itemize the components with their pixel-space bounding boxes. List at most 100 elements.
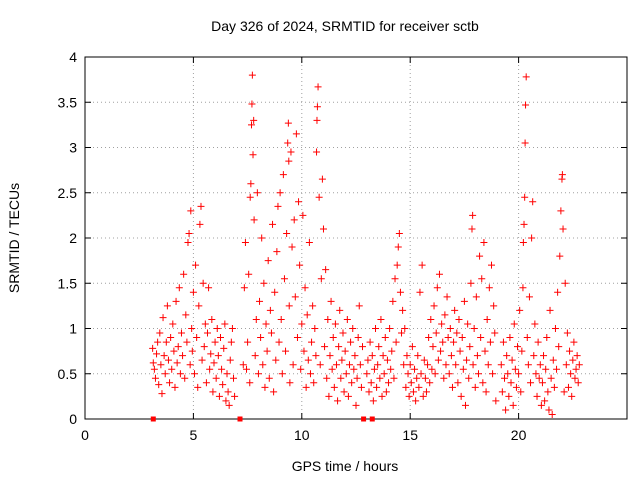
data-point (393, 261, 401, 269)
data-point (531, 320, 539, 328)
data-point (522, 73, 530, 81)
data-point (241, 239, 249, 247)
data-point (390, 374, 398, 382)
data-point (573, 352, 581, 360)
data-point (437, 347, 445, 355)
data-point (426, 379, 434, 387)
data-point (394, 243, 402, 251)
data-point (380, 370, 388, 378)
data-point (419, 392, 427, 400)
data-point (480, 239, 488, 247)
data-point (188, 325, 196, 332)
data-point (272, 356, 280, 364)
data-point (469, 211, 477, 219)
data-point (187, 207, 195, 215)
data-point (408, 343, 416, 351)
data-point (456, 347, 464, 355)
data-point (470, 325, 478, 332)
data-point (331, 320, 339, 328)
data-point (469, 361, 477, 369)
data-point (509, 401, 517, 409)
data-point (504, 370, 512, 378)
data-point (309, 302, 317, 310)
data-point (205, 284, 213, 292)
data-point (459, 365, 467, 373)
data-point (313, 103, 321, 111)
y-tick-label: 3 (69, 140, 77, 156)
data-point (483, 315, 491, 323)
data-point (203, 329, 211, 337)
data-point (192, 261, 200, 269)
data-point (439, 338, 447, 346)
data-point (164, 356, 172, 364)
data-point (562, 361, 570, 369)
data-point (416, 288, 424, 296)
data-point (248, 100, 256, 108)
data-point (154, 338, 162, 346)
data-point (398, 329, 406, 337)
data-point (490, 302, 498, 310)
data-point (174, 343, 182, 351)
y-tick-label: 4 (69, 49, 77, 65)
data-point (414, 352, 422, 360)
data-point (328, 365, 336, 373)
data-point (334, 397, 342, 405)
data-point (197, 202, 205, 210)
data-point (150, 365, 158, 373)
data-point (156, 329, 164, 337)
data-point (482, 388, 490, 396)
data-point (248, 121, 256, 129)
data-point (553, 365, 561, 373)
data-point (399, 306, 407, 314)
data-point (240, 284, 248, 292)
data-point (525, 293, 533, 301)
data-point (550, 383, 558, 391)
data-point (356, 361, 364, 369)
data-point (282, 347, 290, 355)
data-point (312, 352, 320, 360)
data-point (499, 338, 507, 346)
data-point (166, 379, 174, 387)
data-point (534, 338, 542, 346)
data-point (543, 334, 551, 342)
data-point (413, 374, 421, 382)
data-point (160, 352, 168, 360)
data-point (285, 157, 293, 165)
data-point (218, 365, 226, 373)
data-point (244, 338, 252, 346)
data-point (532, 370, 540, 378)
data-point (368, 352, 376, 360)
data-point (491, 329, 499, 337)
data-point (271, 288, 279, 296)
data-point (479, 379, 487, 387)
data-point (560, 388, 568, 396)
data-point (515, 370, 523, 378)
data-point (342, 370, 350, 378)
data-point (512, 383, 520, 391)
data-point (149, 359, 157, 367)
data-point (551, 325, 559, 332)
data-point (535, 374, 543, 382)
data-point (292, 130, 300, 138)
data-point (276, 189, 284, 197)
data-point (250, 216, 258, 224)
axis-ticks (84, 56, 627, 420)
data-point (183, 338, 191, 346)
data-point (231, 392, 239, 400)
data-point (433, 284, 441, 292)
y-tick-label: 0 (69, 411, 77, 427)
zero-markers (150, 416, 375, 422)
data-point (284, 119, 292, 127)
data-point (344, 392, 352, 400)
data-point (357, 383, 365, 391)
data-point (385, 379, 393, 387)
data-point (530, 352, 538, 360)
data-point (406, 361, 414, 369)
data-point (572, 365, 580, 373)
data-point (528, 234, 536, 242)
data-point (400, 361, 408, 369)
data-point (434, 356, 442, 364)
data-point (481, 347, 489, 355)
data-point (453, 329, 461, 337)
data-point (387, 365, 395, 373)
